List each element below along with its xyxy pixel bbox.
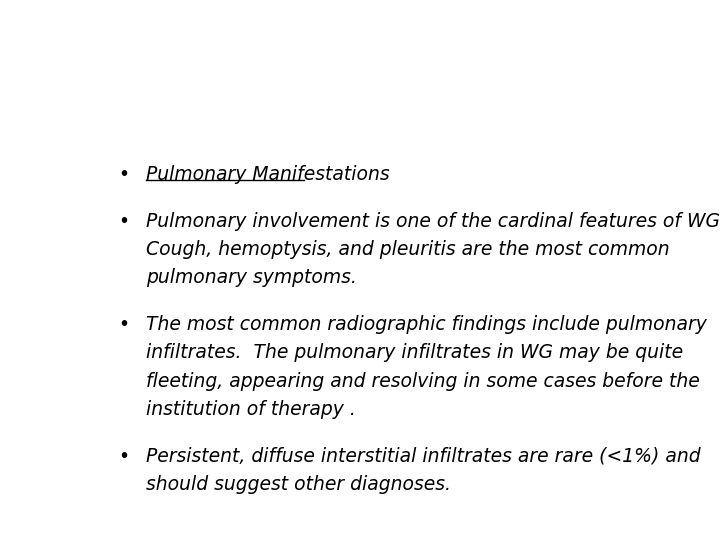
Text: infiltrates.  The pulmonary infiltrates in WG may be quite: infiltrates. The pulmonary infiltrates i… bbox=[145, 343, 683, 362]
Text: The most common radiographic findings include pulmonary: The most common radiographic findings in… bbox=[145, 315, 706, 334]
Text: institution of therapy .: institution of therapy . bbox=[145, 400, 356, 419]
Text: •: • bbox=[118, 447, 129, 466]
Text: Persistent, diffuse interstitial infiltrates are rare (<1%) and: Persistent, diffuse interstitial infiltr… bbox=[145, 447, 701, 466]
Text: •: • bbox=[118, 165, 129, 184]
Text: pulmonary symptoms.: pulmonary symptoms. bbox=[145, 268, 356, 287]
Text: •: • bbox=[118, 212, 129, 231]
Text: Pulmonary Manifestations: Pulmonary Manifestations bbox=[145, 165, 390, 184]
Text: should suggest other diagnoses.: should suggest other diagnoses. bbox=[145, 475, 451, 494]
Text: Pulmonary involvement is one of the cardinal features of WG.: Pulmonary involvement is one of the card… bbox=[145, 212, 720, 231]
Text: Cough, hemoptysis, and pleuritis are the most common: Cough, hemoptysis, and pleuritis are the… bbox=[145, 240, 670, 259]
Text: fleeting, appearing and resolving in some cases before the: fleeting, appearing and resolving in som… bbox=[145, 372, 700, 390]
Text: •: • bbox=[118, 315, 129, 334]
